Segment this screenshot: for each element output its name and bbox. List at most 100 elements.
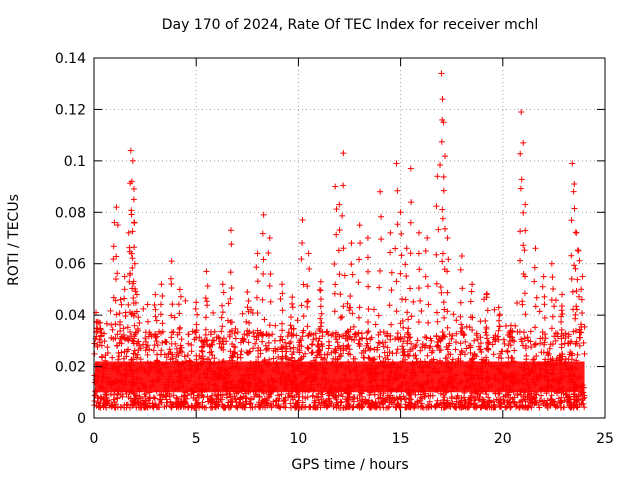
x-tick-label: 0 [90,431,99,447]
spike-trail-point [387,332,394,339]
spike-trail-point [531,341,538,348]
spike-trail-point [129,228,136,235]
spike-trail-point [304,303,311,310]
spike-trail-point [131,219,138,226]
x-axis-label: GPS time / hours [291,457,409,473]
spike-trail-point [168,312,175,319]
spike-trail-point [125,301,132,308]
spike-trail-point [442,153,449,160]
spike-trail-point [518,338,525,345]
data-point [483,291,490,298]
data-point [111,219,118,226]
spike-trail-point [121,286,128,293]
spike-trail-point [279,336,286,343]
spike-trail-point [266,282,273,289]
spike-trail-point [441,306,448,313]
spike-trail-point [110,256,117,263]
spike-trail-point [422,247,429,254]
spike-trail-point [405,325,412,332]
spike-trail-point [279,307,286,314]
spike-trail-point [444,289,451,296]
spike-trail-point [364,268,371,275]
spike-trail-point [517,185,524,192]
data-point [571,181,578,187]
x-tick-label: 5 [192,431,201,447]
data-point [332,183,339,190]
spike-trail-point [531,278,538,285]
data-point [532,245,539,252]
spike-trail-point [392,335,399,342]
spike-trail-point [288,314,295,321]
spike-trail-point [483,324,490,331]
spike-trail-point [96,339,103,346]
spike-trail-point [253,264,260,271]
data-point [113,204,120,211]
data-point [127,147,134,154]
data-point [317,278,324,285]
spike-trail-point [356,256,363,263]
spike-trail-point [337,314,344,321]
data-point [458,253,465,259]
spike-trail-point [129,255,136,262]
spike-trail-point [408,313,415,320]
spike-trail-point [519,301,526,308]
spike-trail-point [378,213,385,220]
spike-trail-point [157,311,164,318]
spike-trail-point [520,209,527,216]
spike-trail-point [549,313,556,320]
spike-trail-point [558,341,565,348]
spike-trail-point [152,313,159,320]
data-point [266,235,273,241]
spike-trail-point [393,308,400,315]
spike-trail-point [578,321,585,328]
spike-trail-point [220,289,227,296]
spike-trail-point [522,273,529,280]
spike-trail-point [129,264,136,271]
spike-trail-point [541,301,548,308]
spike-trail-point [228,241,235,248]
spike-trail-point [572,265,579,272]
spike-trail-point [339,212,346,219]
x-tick-label: 20 [494,431,512,447]
spike-trail-point [425,319,432,326]
spike-trail-point [133,340,140,347]
spike-trail-point [305,332,312,339]
spike-trail-point [403,273,410,280]
data-point [407,165,414,172]
spike-trail-point [333,231,340,238]
spike-trail-point [266,332,273,339]
spike-trail-point [300,313,307,320]
spike-trail-point [569,288,576,295]
spike-trail-point [151,342,158,349]
spike-trail-point [364,254,371,261]
spike-trail-point [424,283,431,290]
spike-trail-point [568,217,575,224]
spike-trail-point [159,292,166,299]
spike-trail-point [375,312,382,319]
spike-trail-point [117,318,124,325]
spike-trail-point [548,296,555,303]
y-tick-label: 0.08 [55,205,86,221]
spike-trail-point [347,304,354,311]
data-point [125,229,132,236]
data-point [254,250,261,257]
spike-trail-point [194,311,201,318]
spike-trail-point [347,333,354,340]
spike-trail-point [468,288,475,295]
spike-trail-point [227,269,234,276]
spike-trail-point [203,298,210,305]
spike-trail-point [331,261,338,268]
spike-trail-point [578,286,585,293]
spike-trail-point [579,310,586,317]
spike-trail-point [152,331,159,338]
spike-trail-point [573,303,580,310]
spike-trail-point [532,324,539,331]
spike-trail-point [483,332,490,339]
spike-trail-point [572,229,579,236]
spike-trail-point [97,325,104,332]
spike-trail-point [393,278,400,285]
spike-trail-point [548,325,555,332]
spike-trail-point [407,285,414,292]
spike-trail-point [151,301,158,308]
